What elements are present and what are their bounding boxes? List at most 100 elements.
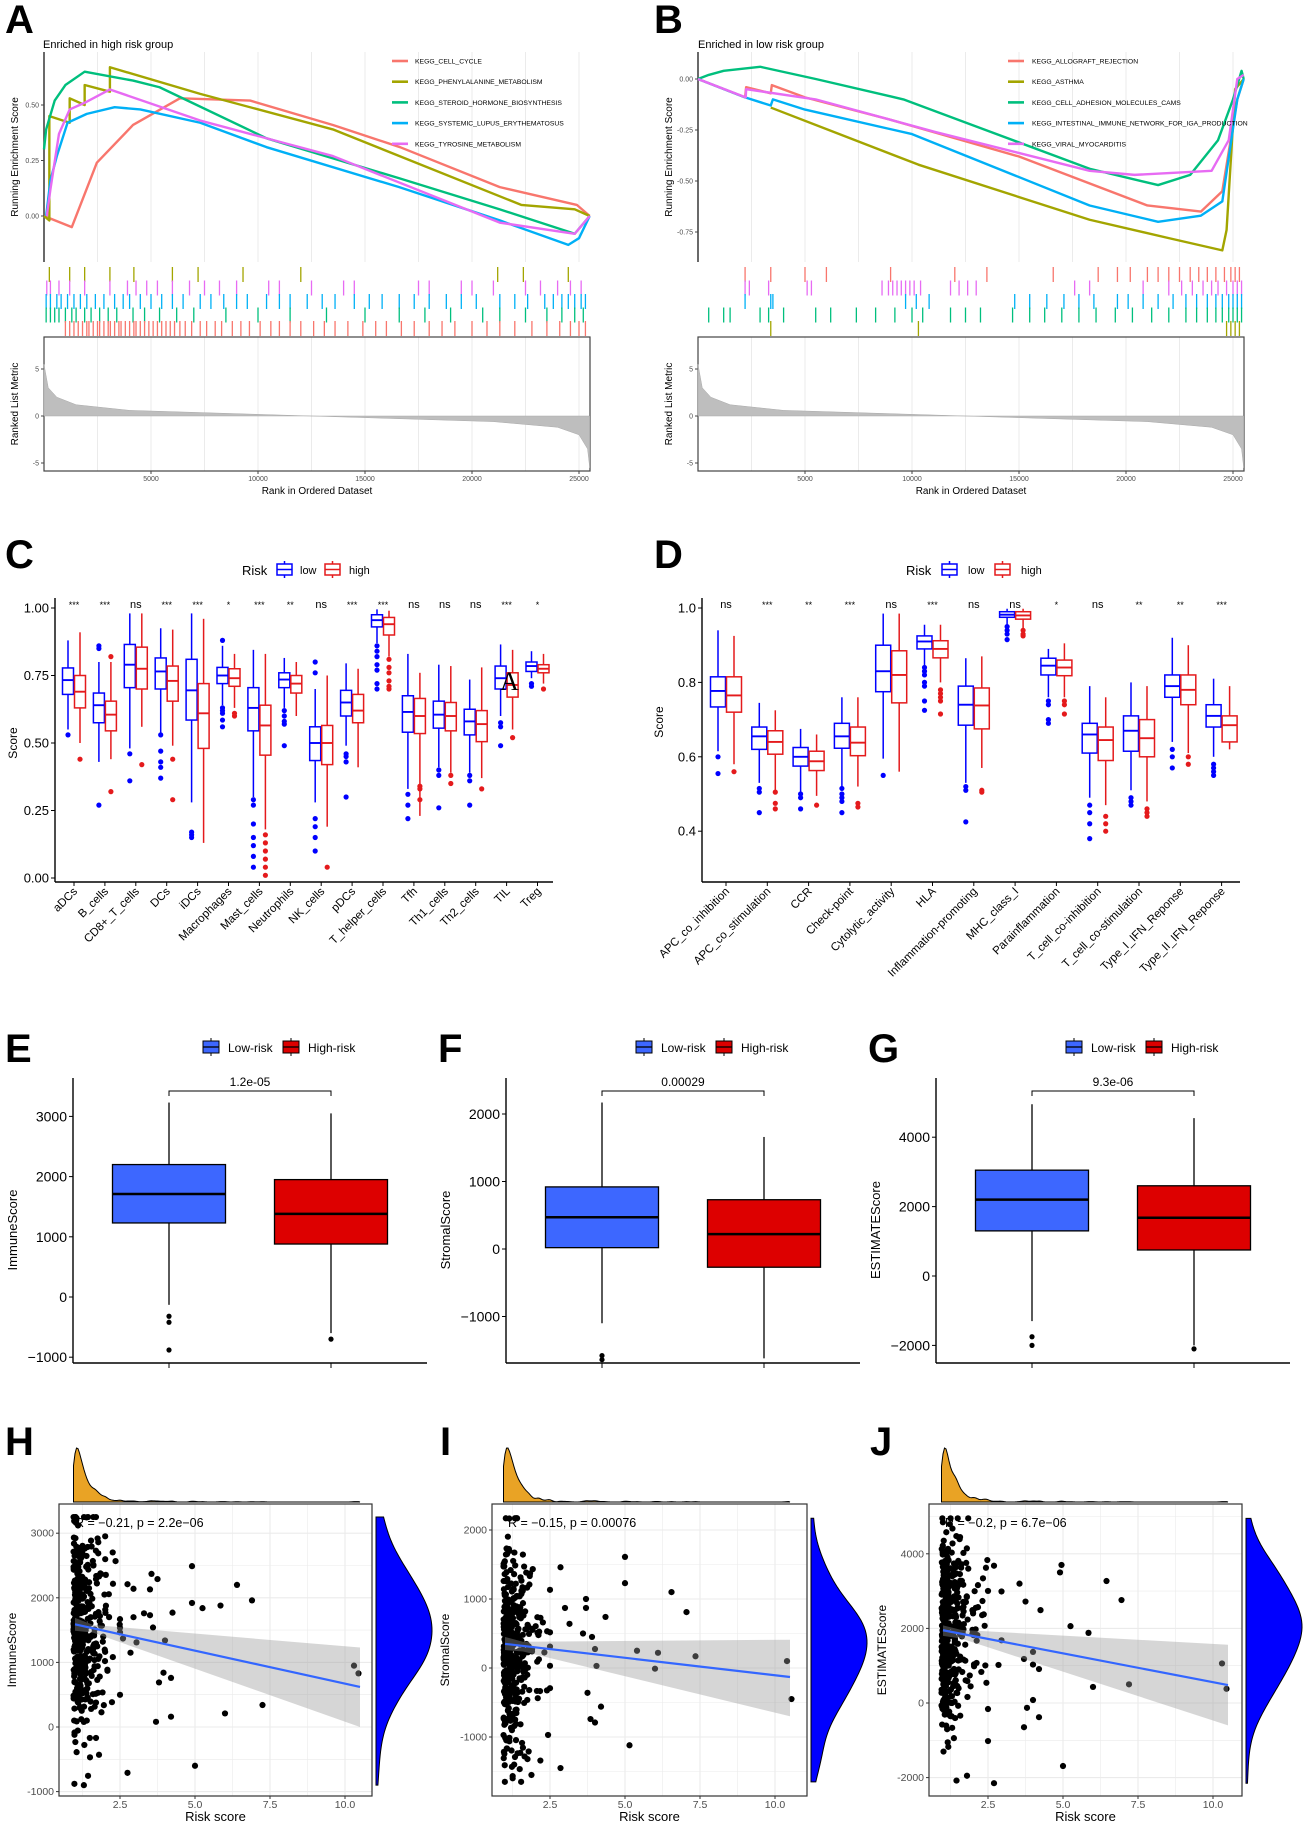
x-tick-label: 20000 xyxy=(1116,476,1136,483)
box-iqr xyxy=(104,700,118,732)
outlier-point xyxy=(1004,637,1010,643)
outlier-point xyxy=(1061,702,1067,708)
outlier-point xyxy=(937,690,944,697)
data-point xyxy=(73,1718,80,1725)
x-tick-label: Type_II_IFN_Reponse xyxy=(1138,886,1228,976)
data-point xyxy=(83,1606,90,1613)
box-low-aDCs xyxy=(61,640,75,738)
box-low-APC_co_stimulation xyxy=(751,702,768,816)
data-point xyxy=(105,1614,113,1621)
scatter-panel-i: R = −0.15, p = 0.00076 2.5 5.0 7.5 10.0 -1000… xyxy=(438,1447,868,1824)
data-point xyxy=(74,1597,81,1605)
data-point xyxy=(101,1591,108,1598)
data-point xyxy=(148,1570,155,1577)
y-tick-label: 4000 xyxy=(899,1129,930,1145)
data-point xyxy=(516,1766,523,1773)
data-point xyxy=(516,1638,524,1646)
outlier-point xyxy=(312,834,318,841)
outlier-point xyxy=(96,643,102,649)
data-point xyxy=(523,1569,530,1576)
data-point xyxy=(940,1537,947,1544)
box-high-iDCs xyxy=(197,618,210,843)
data-point xyxy=(510,1585,517,1592)
outlier-point xyxy=(1004,627,1010,633)
x-axis-title: Risk score xyxy=(185,1809,246,1824)
box-high-Inflammation-promoting xyxy=(973,656,991,795)
data-point xyxy=(939,1611,946,1619)
outlier-point xyxy=(1029,1334,1035,1340)
box-low-APC_co_inhibition xyxy=(709,630,727,777)
data-point xyxy=(783,1658,791,1665)
outlier-point xyxy=(1103,813,1109,819)
data-point xyxy=(95,1550,102,1557)
x-tick-label: 10000 xyxy=(248,476,268,483)
legend-label: high xyxy=(1021,565,1042,577)
x-tick-label: APC_co_stimulation xyxy=(692,886,774,968)
es-tick-label: 0.50 xyxy=(25,103,39,110)
plot-frame xyxy=(58,1503,373,1797)
data-point xyxy=(71,1729,78,1736)
data-point xyxy=(508,1747,515,1754)
x-tick-label: 7.5 xyxy=(693,1799,708,1811)
data-point xyxy=(995,1661,1002,1669)
data-point xyxy=(72,1558,79,1566)
data-point xyxy=(248,1597,256,1604)
y-axis-title: StromalScore xyxy=(438,1613,452,1686)
box-iqr xyxy=(197,682,210,750)
panel-label-j: J xyxy=(870,1420,892,1464)
data-point xyxy=(579,1630,587,1637)
x-axis-title: Risk score xyxy=(1055,1809,1116,1824)
outlier-point xyxy=(937,698,944,704)
data-point xyxy=(506,1648,513,1656)
data-point xyxy=(654,1649,662,1656)
data-point xyxy=(529,1626,536,1633)
data-point xyxy=(946,1651,953,1659)
outlier-point xyxy=(386,664,392,671)
box-iqr xyxy=(382,616,396,636)
outlier-point xyxy=(219,710,226,716)
panel-label-h: H xyxy=(5,1420,34,1464)
outlier-point xyxy=(405,791,411,797)
data-point xyxy=(160,1669,167,1676)
data-point xyxy=(77,1610,84,1617)
data-point xyxy=(1125,1681,1133,1688)
metric-tick-label: 5 xyxy=(689,367,693,374)
data-point xyxy=(788,1695,795,1703)
data-point xyxy=(71,1780,78,1787)
x-density xyxy=(503,1447,791,1503)
data-point xyxy=(979,1597,986,1605)
data-point xyxy=(1223,1685,1230,1692)
x-tick-label: 5.0 xyxy=(188,1799,203,1811)
significance-label: * xyxy=(227,600,231,610)
es-curve-kegg-phenylalanine-metabolism xyxy=(43,66,591,222)
data-point xyxy=(651,1665,659,1672)
data-point xyxy=(951,1579,958,1586)
outlier-point xyxy=(250,864,256,870)
box-low-Th2_cells xyxy=(463,679,476,808)
outlier-point xyxy=(219,724,226,730)
data-point xyxy=(974,1582,982,1589)
outlier-point xyxy=(1169,754,1175,760)
data-point xyxy=(102,1533,109,1540)
data-point xyxy=(86,1734,93,1742)
data-point xyxy=(963,1545,970,1552)
data-point xyxy=(87,1620,94,1627)
data-point xyxy=(990,1780,998,1787)
data-point xyxy=(70,1648,78,1655)
metric-tick-label: 5 xyxy=(35,367,39,374)
data-point xyxy=(199,1605,206,1612)
data-point xyxy=(969,1626,976,1633)
legend-title: Risk xyxy=(906,563,932,578)
data-point xyxy=(949,1724,956,1731)
box-low-T_cell_co-inhibition xyxy=(1081,686,1098,842)
data-point xyxy=(1020,1655,1028,1663)
outlier-point xyxy=(772,789,778,795)
box-low-DCs xyxy=(154,628,167,781)
y-tick-label: 2000 xyxy=(36,1169,67,1185)
data-point xyxy=(990,1562,998,1569)
box-high-Th1_cells xyxy=(444,666,458,787)
legend-title: Risk xyxy=(242,563,268,578)
data-point xyxy=(965,1565,972,1572)
data-point xyxy=(133,1639,140,1646)
data-point xyxy=(259,1701,266,1709)
